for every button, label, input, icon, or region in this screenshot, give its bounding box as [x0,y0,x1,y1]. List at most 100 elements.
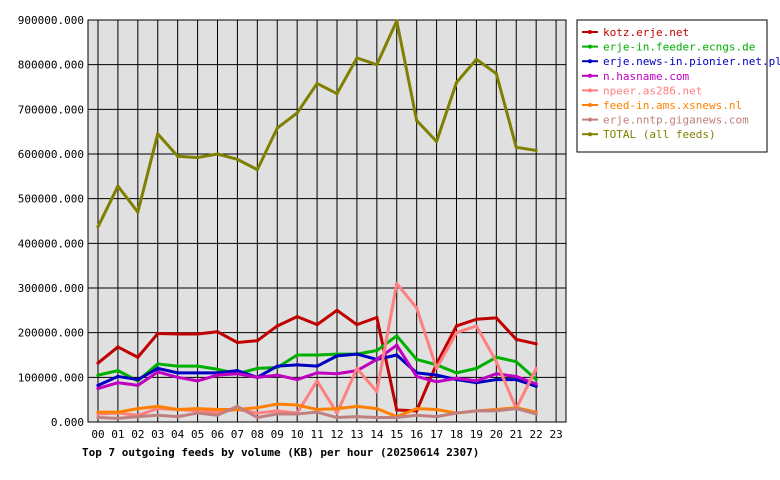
data-point [215,373,220,377]
data-point [434,380,439,384]
data-point [415,357,419,362]
data-point [315,379,319,383]
y-tick-label: 500000.000 [18,193,84,206]
data-point [195,411,200,415]
data-point [295,353,299,357]
data-point [176,332,180,336]
data-point [176,415,180,419]
data-point [494,72,498,76]
data-point [215,413,220,417]
legend-box [576,19,768,153]
data-point [315,364,319,368]
data-point [474,317,479,321]
x-tick-label: 06 [211,428,224,441]
y-tick-label: 900000.000 [18,14,84,27]
data-point [176,371,180,375]
data-point [96,383,100,387]
data-point [195,155,200,160]
data-point [415,118,419,123]
legend-swatch-marker [588,30,592,34]
x-tick-label: 07 [231,428,244,441]
data-point [375,315,379,320]
x-tick-label: 08 [251,428,264,441]
data-point [215,407,220,412]
x-tick-label: 16 [410,428,423,441]
data-point [434,139,439,144]
data-point [434,366,439,370]
x-tick-label: 17 [430,428,443,441]
data-point [255,415,259,420]
data-point [275,126,279,130]
legend-swatch-marker [588,73,592,78]
data-point [335,354,339,358]
data-point [215,367,220,371]
data-point [474,57,479,61]
data-point [96,415,100,420]
data-point [315,407,319,412]
data-point [195,364,200,368]
data-point [235,372,240,376]
data-point [395,19,399,23]
data-point [494,372,498,376]
data-point [454,411,459,415]
legend-label: feed-in.ams.xsnews.nl [603,99,742,112]
data-point [235,404,240,408]
data-point [415,374,419,379]
y-tick-label: 800000.000 [18,59,84,72]
data-point [156,370,160,374]
legend-label: kotz.erje.net [603,26,689,39]
data-point [355,415,359,419]
legend-swatch-marker [588,44,592,49]
data-point [156,366,160,370]
data-point [235,407,240,412]
data-point [474,324,479,328]
data-point [136,377,140,382]
legend-swatch-marker [588,132,592,137]
data-point [136,210,140,214]
legend-label: npeer.as286.net [603,84,702,97]
data-point [176,154,180,158]
data-point [514,360,518,364]
data-point [195,332,200,336]
data-point [156,132,160,136]
data-point [355,56,359,60]
data-point [156,413,160,417]
data-point [454,331,459,335]
data-point [235,369,240,373]
data-point [255,411,259,415]
legend-label: erje-in.feeder.ecngs.de [603,41,755,54]
data-point [96,386,100,391]
data-point [474,379,479,383]
legend-swatch-marker [588,117,592,122]
y-tick-label: 100000.000 [18,371,84,384]
data-point [434,415,439,419]
legend-label: erje.nntp.giganews.com [603,114,749,127]
data-point [534,366,538,370]
data-point [514,337,518,341]
data-point [116,184,120,188]
x-tick-label: 05 [191,428,204,441]
data-point [116,410,120,414]
data-point [395,343,399,347]
data-point [474,366,479,370]
data-point [315,323,319,327]
data-point [295,314,299,319]
data-point [355,404,359,408]
data-point [534,377,538,382]
legend-label: n.hasname.com [603,70,689,83]
x-axis-ticks: 00 01 02 03 04 05 06 07 08 09 10 11 12 13 14 15 16 17 18 19… [91,428,562,441]
data-point [315,353,319,357]
data-point [454,371,459,375]
data-point [255,339,259,343]
legend: kotz.erje.net erje-in.feeder.ecngs.de erje… [576,19,780,153]
data-point [395,353,399,357]
data-point [195,371,200,375]
x-tick-label: 11 [310,428,323,441]
data-point [355,352,359,356]
chart-title: Top 7 outgoing feeds by volume (KB) per … [82,446,479,459]
data-point [96,361,100,365]
data-point [335,92,339,96]
x-tick-label: 00 [91,428,104,441]
data-point [295,403,299,407]
data-point [235,157,240,161]
